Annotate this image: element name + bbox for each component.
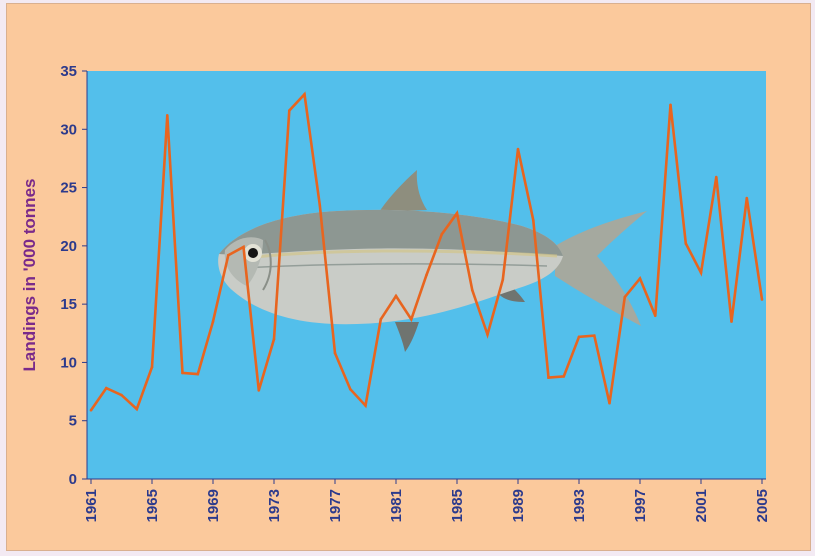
data-point [196,372,200,376]
data-point [165,113,169,117]
data-point [669,103,672,107]
data-point [89,408,93,412]
data-point [684,242,688,245]
y-tick-label: 35 [60,63,77,80]
data-point [303,93,306,96]
y-tick-label: 0 [69,471,77,488]
data-point [409,317,413,321]
data-point [531,218,535,222]
x-tick-label: 1977 [327,489,344,522]
x-tick-label: 1969 [205,489,222,522]
chart-frame: 1961 1965 1969 1973 1977 1981 1985 1989 1993 1997… [6,3,811,551]
x-tick-label: 1993 [571,489,588,522]
x-tick-label: 1965 [144,489,161,522]
x-tick-label: 1989 [510,489,527,522]
data-point [562,375,566,378]
data-point [623,295,627,299]
data-point [455,211,459,215]
x-tick-label: 2005 [754,489,771,522]
data-point [120,393,123,397]
data-point [318,203,322,207]
data-point [699,271,703,274]
data-point [150,365,154,369]
data-point [745,196,749,200]
data-point [104,386,108,390]
data-point [516,147,520,151]
data-point [242,245,245,249]
data-point [272,337,276,341]
x-tick-label: 2001 [693,489,710,522]
data-point [440,232,444,236]
data-point [425,273,428,277]
data-point [470,288,474,292]
y-tick-label: 30 [60,121,77,138]
data-point [760,298,764,301]
data-point [211,320,215,323]
data-point [379,317,383,321]
x-tick-label: 1985 [449,489,466,522]
series-group [89,91,764,412]
x-tick-label: 1997 [632,489,649,522]
data-point [714,175,718,179]
data-point [181,371,184,375]
y-tick-label: 10 [60,354,77,371]
data-point [364,404,367,407]
data-point [486,333,489,336]
data-point [226,253,230,257]
landings-chart: 1961 1965 1969 1973 1977 1981 1985 1989 1993 1997… [20,63,771,522]
data-point [394,294,398,298]
data-point [547,376,550,379]
x-tick-label: 1981 [388,489,405,522]
data-point [592,334,596,337]
data-point [730,320,733,323]
data-point [287,109,291,112]
data-point [348,387,352,391]
data-point [577,335,581,339]
fish-image [218,170,647,352]
data-point [333,351,337,355]
y-tick-label: 25 [60,180,77,197]
data-point [257,389,261,392]
data-point [135,407,139,411]
data-point [501,278,505,281]
y-tick-label: 5 [69,413,77,430]
y-axis-title: Landings in '000 tonnes [20,179,39,372]
data-point [638,277,642,280]
y-tick-label: 20 [60,238,77,255]
y-tick-label: 15 [60,296,77,313]
y-axis-ticks: 0 5 10 15 20 25 30 35 [60,63,87,488]
data-point [653,314,657,318]
x-tick-label: 1961 [83,489,100,522]
x-axis-ticks: 1961 1965 1969 1973 1977 1981 1985 1989 1993 1997… [83,479,771,522]
data-point [608,401,611,405]
x-tick-label: 1973 [266,489,283,522]
